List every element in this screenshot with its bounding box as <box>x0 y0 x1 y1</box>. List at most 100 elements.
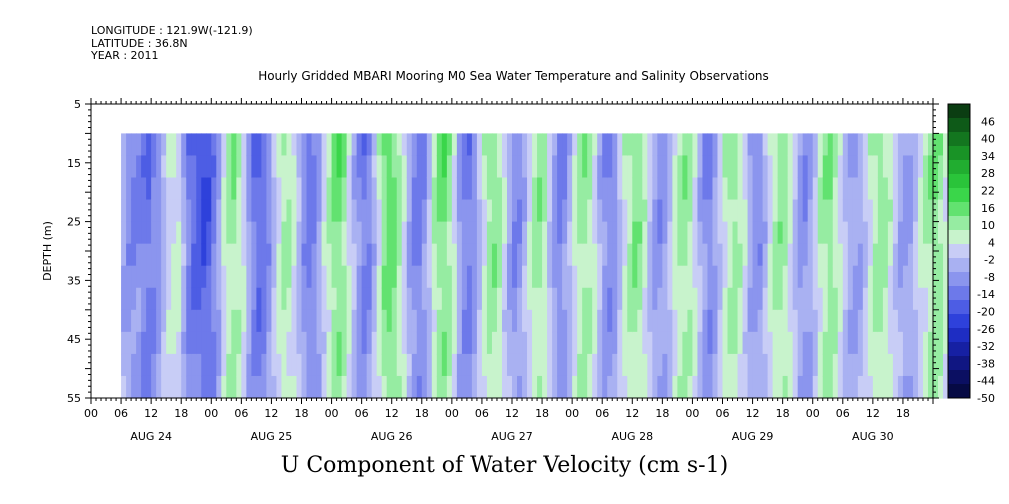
heatmap-cell <box>772 243 779 267</box>
heatmap-cell <box>532 331 538 355</box>
heatmap-cell <box>466 287 473 311</box>
heatmap-cell <box>236 177 242 201</box>
heatmap-cell <box>867 309 874 333</box>
heatmap-cell <box>311 287 318 311</box>
heatmap-cell <box>592 177 598 201</box>
heatmap-cell <box>762 221 769 245</box>
colorbar-label: -50 <box>977 392 995 405</box>
heatmap-cell <box>466 353 473 377</box>
heatmap-cell <box>677 199 683 223</box>
heatmap-cell <box>522 375 528 399</box>
heatmap-cell <box>326 353 333 377</box>
heatmap-cell <box>552 199 558 223</box>
heatmap-cell <box>151 331 157 355</box>
heatmap-cell <box>872 199 879 223</box>
heatmap-cell <box>822 375 829 399</box>
heatmap-cell <box>797 287 804 311</box>
heatmap-cell <box>927 221 934 245</box>
heatmap-cell <box>617 155 623 179</box>
heatmap-cell <box>677 221 683 245</box>
heatmap-cell <box>186 155 192 179</box>
heatmap-cell <box>246 375 252 399</box>
heatmap-cell <box>922 155 929 179</box>
heatmap-cell <box>943 309 949 333</box>
heatmap-cell <box>742 309 749 333</box>
heatmap-cell <box>121 353 127 377</box>
heatmap-cell <box>682 353 689 377</box>
heatmap-cell <box>491 331 498 355</box>
heatmap-cell <box>146 353 152 377</box>
heatmap-cell <box>647 243 653 267</box>
heatmap-cell <box>847 375 854 399</box>
heatmap-cell <box>241 287 247 311</box>
heatmap-cell <box>832 353 839 377</box>
heatmap-cell <box>657 353 663 377</box>
heatmap-cell <box>662 331 668 355</box>
heatmap-cell <box>396 199 403 223</box>
heatmap-cell <box>927 265 934 289</box>
heatmap-cell <box>737 243 744 267</box>
heatmap-cell <box>732 375 739 399</box>
heatmap-cell <box>191 375 197 399</box>
heatmap-cell <box>191 243 197 267</box>
heatmap-cell <box>592 353 598 377</box>
x-tick-label: 06 <box>716 407 730 420</box>
heatmap-cell <box>667 265 673 289</box>
colorbar-swatch <box>948 300 970 315</box>
heatmap-cell <box>867 221 874 245</box>
heatmap-cell <box>772 177 779 201</box>
heatmap-cell <box>892 177 899 201</box>
heatmap-cell <box>617 309 623 333</box>
x-tick-label: 18 <box>295 407 309 420</box>
heatmap-cell <box>396 133 403 157</box>
heatmap-cell <box>567 177 573 201</box>
heatmap-cell <box>141 287 147 311</box>
heatmap-cell <box>261 353 268 377</box>
heatmap-cell <box>391 287 398 311</box>
heatmap-cell <box>246 353 252 377</box>
heatmap-cell <box>902 309 909 333</box>
heatmap-cell <box>852 265 859 289</box>
heatmap-cell <box>136 331 142 355</box>
heatmap-cell <box>557 199 563 223</box>
heatmap-cell <box>236 331 242 355</box>
heatmap-cell <box>286 177 293 201</box>
heatmap-cell <box>537 199 543 223</box>
heatmap-cell <box>461 199 468 223</box>
heatmap-cell <box>827 331 834 355</box>
colorbar-swatch <box>948 132 970 147</box>
heatmap-cell <box>446 353 453 377</box>
heatmap-cell <box>732 221 739 245</box>
heatmap-cell <box>632 221 638 245</box>
heatmap-cell <box>301 221 308 245</box>
heatmap-cell <box>787 155 794 179</box>
heatmap-cell <box>602 353 608 377</box>
heatmap-cell <box>597 199 603 223</box>
heatmap-cell <box>151 375 157 399</box>
heatmap-cell <box>857 309 864 333</box>
heatmap-cell <box>657 243 663 267</box>
heatmap-cell <box>266 221 273 245</box>
colorbar-label: -8 <box>984 271 995 284</box>
heatmap-cell <box>687 265 694 289</box>
heatmap-cell <box>597 309 603 333</box>
heatmap-cell <box>677 133 683 157</box>
heatmap-cell <box>286 221 293 245</box>
heatmap-cell <box>376 133 383 157</box>
day-label: AUG 27 <box>491 430 533 443</box>
heatmap-cell <box>832 243 839 267</box>
heatmap-cell <box>506 221 513 245</box>
heatmap-cell <box>276 353 283 377</box>
heatmap-cell <box>221 331 227 355</box>
heatmap-cell <box>396 265 403 289</box>
heatmap-cell <box>943 243 949 267</box>
heatmap-cell <box>361 155 368 179</box>
heatmap-cell <box>847 155 854 179</box>
heatmap-cell <box>171 155 177 179</box>
heatmap-cell <box>311 353 318 377</box>
heatmap-cell <box>747 309 754 333</box>
heatmap-cell <box>271 353 278 377</box>
heatmap-cell <box>912 177 919 201</box>
heatmap-cell <box>436 353 443 377</box>
heatmap-cell <box>777 331 784 355</box>
